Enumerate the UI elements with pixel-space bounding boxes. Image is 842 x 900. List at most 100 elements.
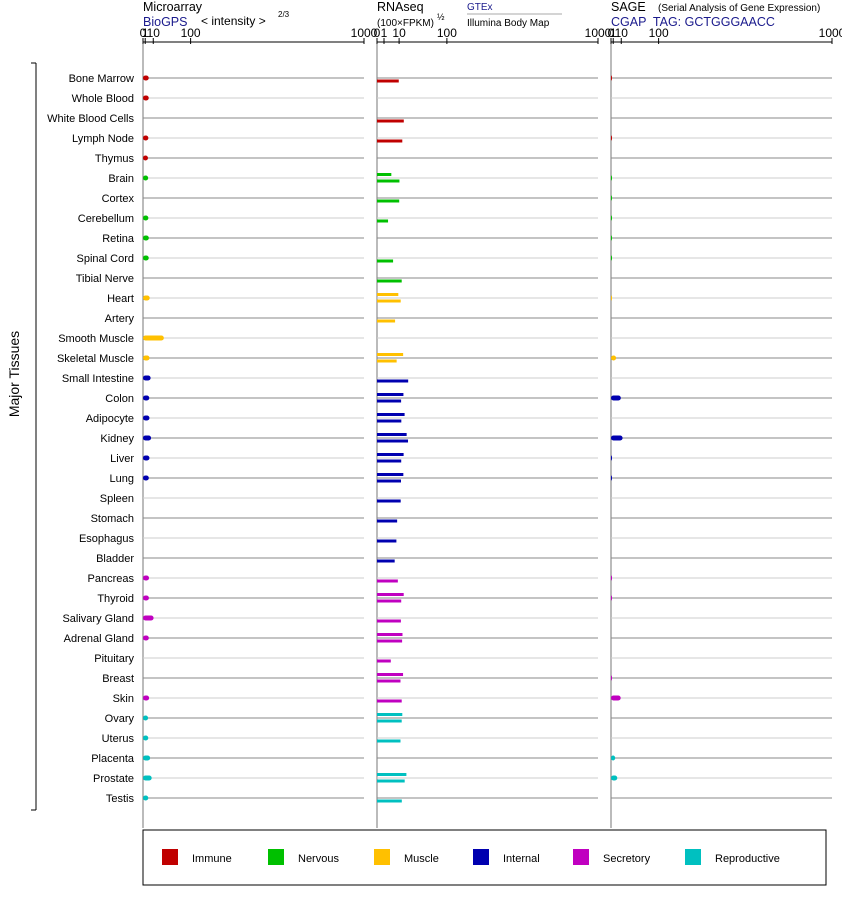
rnaseq-ibm-bar bbox=[377, 259, 394, 263]
sage-bar bbox=[611, 75, 612, 81]
rnaseq-tick-label: 100 bbox=[437, 26, 457, 40]
legend-swatch-nervous bbox=[268, 849, 284, 865]
rnaseq-tick-label: 10 bbox=[392, 26, 406, 40]
microarray-bar bbox=[143, 215, 149, 221]
tissue-label: Tibial Nerve bbox=[76, 273, 134, 285]
microarray-bar bbox=[143, 175, 149, 181]
sage-bar bbox=[611, 355, 617, 361]
legend-box bbox=[142, 829, 827, 886]
tissue-label: Stomach bbox=[91, 513, 134, 525]
rnaseq-source-ibm: Illumina Body Map bbox=[467, 18, 550, 29]
rnaseq-ibm-bar bbox=[377, 179, 400, 183]
tissue-label: Bladder bbox=[96, 553, 134, 565]
tissue-label: Testis bbox=[106, 793, 135, 805]
rnaseq-ibm-bar bbox=[377, 659, 391, 663]
microarray-bar bbox=[143, 795, 149, 801]
rnaseq-gtex-bar bbox=[377, 673, 404, 676]
microarray-bar bbox=[143, 435, 152, 441]
sage-tick-label: 100 bbox=[649, 26, 669, 40]
rnaseq-ibm-bar bbox=[377, 579, 398, 583]
sage-bar bbox=[611, 435, 623, 441]
sage-bar bbox=[611, 575, 612, 581]
microarray-bar bbox=[143, 455, 150, 461]
microarray-tick-label: 10 bbox=[147, 26, 161, 40]
tissue-label: Breast bbox=[102, 673, 134, 685]
rnaseq-ibm-bar bbox=[377, 479, 402, 483]
microarray-bar bbox=[143, 635, 149, 641]
rnaseq-gtex-bar bbox=[377, 593, 404, 596]
rnaseq-tick-label: 1 bbox=[381, 26, 388, 40]
microarray-bar bbox=[143, 595, 149, 601]
sage-bar bbox=[611, 175, 612, 181]
rnaseq-ibm-bar bbox=[377, 299, 401, 303]
microarray-scale-label: < intensity > bbox=[201, 14, 266, 28]
tissue-label: Pituitary bbox=[94, 653, 134, 665]
tissue-label: Uterus bbox=[102, 733, 135, 745]
tissue-label: Heart bbox=[107, 293, 134, 305]
rnaseq-ibm-bar bbox=[377, 199, 400, 203]
sage-tick-label: 1 bbox=[610, 26, 617, 40]
legend-swatch-muscle bbox=[374, 849, 390, 865]
sage-bar bbox=[611, 775, 618, 781]
rnaseq-ibm-bar bbox=[377, 719, 402, 723]
legend-swatch-immune bbox=[162, 849, 178, 865]
microarray-scale-exponent: 2/3 bbox=[278, 10, 290, 19]
rnaseq-ibm-bar bbox=[377, 739, 401, 743]
rnaseq-ibm-bar bbox=[377, 279, 402, 283]
microarray-bar bbox=[143, 75, 149, 81]
microarray-title: Microarray bbox=[143, 0, 203, 14]
rnaseq-ibm-bar bbox=[377, 539, 397, 543]
microarray-bar bbox=[143, 715, 149, 721]
tissue-label: Placenta bbox=[91, 753, 135, 765]
sage-bar bbox=[611, 395, 621, 401]
sage-bar bbox=[611, 255, 612, 261]
rnaseq-gtex-bar bbox=[377, 393, 404, 396]
microarray-bar bbox=[143, 295, 150, 301]
tissue-label: Whole Blood bbox=[72, 93, 134, 105]
microarray-bar bbox=[143, 235, 149, 241]
sage-bar bbox=[611, 595, 612, 601]
tissue-label: Skeletal Muscle bbox=[57, 353, 134, 365]
sage-bar bbox=[611, 195, 612, 201]
sage-subtitle-detail: (Serial Analysis of Gene Expression) bbox=[658, 3, 820, 14]
microarray-bar bbox=[143, 255, 149, 261]
tissue-label: Skin bbox=[113, 693, 134, 705]
tissue-label: Salivary Gland bbox=[62, 613, 134, 625]
microarray-source: BioGPS bbox=[143, 15, 187, 29]
rnaseq-gtex-bar bbox=[377, 173, 392, 176]
rnaseq-ibm-bar bbox=[377, 439, 409, 443]
legend-swatch-reproductive bbox=[685, 849, 701, 865]
rnaseq-ibm-bar bbox=[377, 139, 403, 143]
rnaseq-scale-label: (100×FPKM) bbox=[377, 18, 434, 29]
sage-tick-label: 10 bbox=[615, 26, 629, 40]
rnaseq-gtex-bar bbox=[377, 713, 403, 716]
tissue-label: Esophagus bbox=[79, 533, 135, 545]
rnaseq-ibm-bar bbox=[377, 499, 401, 503]
tissue-label: White Blood Cells bbox=[47, 113, 134, 125]
rnaseq-ibm-bar bbox=[377, 639, 403, 643]
tissue-label: Prostate bbox=[93, 773, 134, 785]
microarray-bar bbox=[143, 755, 151, 761]
rnaseq-ibm-bar bbox=[377, 519, 398, 523]
microarray-bar bbox=[143, 695, 150, 701]
rnaseq-gtex-bar bbox=[377, 293, 399, 296]
sage-tag: CGAP TAG: GCTGGGAACC bbox=[611, 15, 775, 29]
rnaseq-ibm-bar bbox=[377, 219, 389, 223]
tissue-label: Thyroid bbox=[97, 593, 134, 605]
tissue-label: Adrenal Gland bbox=[64, 633, 134, 645]
tissue-label: Lymph Node bbox=[72, 133, 134, 145]
tissue-label: Thymus bbox=[95, 153, 135, 165]
rnaseq-ibm-bar bbox=[377, 699, 402, 703]
tissue-label: Retina bbox=[102, 233, 135, 245]
sage-bar bbox=[611, 455, 612, 461]
microarray-bar bbox=[143, 155, 148, 161]
sage-bar bbox=[611, 695, 621, 701]
legend-label-muscle: Muscle bbox=[404, 853, 439, 865]
group-label: Major Tissues bbox=[6, 331, 22, 417]
microarray-tick-label: 1 bbox=[142, 26, 149, 40]
rnaseq-ibm-bar bbox=[377, 379, 409, 383]
microarray-bar bbox=[143, 135, 149, 141]
rnaseq-title: RNAseq bbox=[377, 0, 424, 14]
rnaseq-ibm-bar bbox=[377, 779, 405, 783]
